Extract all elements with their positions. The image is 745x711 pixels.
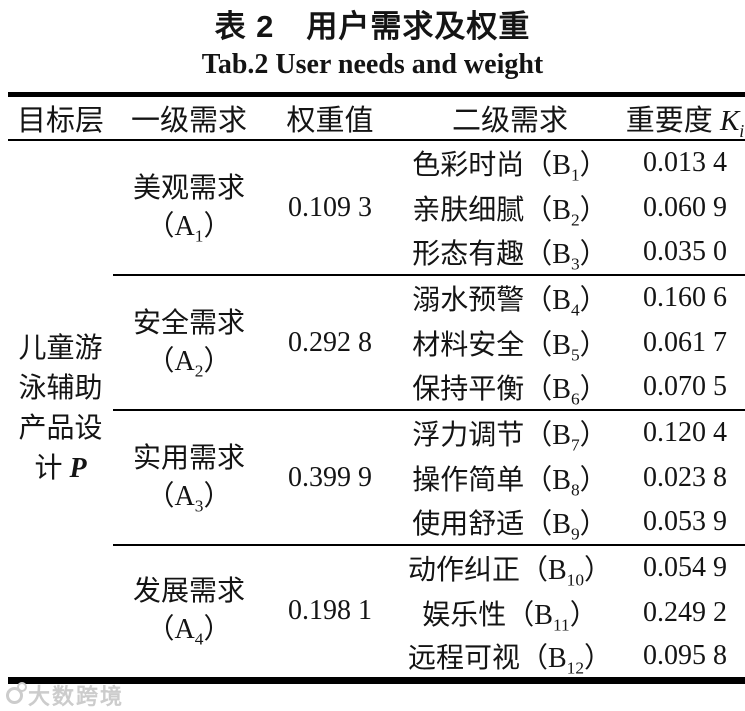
table-title-en: Tab.2 User needs and weight [201,49,544,80]
second-level-cell: 溺水预警（B4） [395,274,625,320]
table-row: 儿童游 泳辅助 产品设 计 P 美观需求 （A1） 0.109 3 色彩时尚（B… [8,140,745,484]
importance-value-cell: 0.061 7 [643,326,727,358]
importance-value-cell: 0.053 9 [643,506,727,537]
second-level-cell: 浮力调节（B7） [395,409,625,455]
importance-value-cell: 0.060 9 [643,191,727,223]
table-row: 材料安全（B5） 0.061 7 [8,320,745,365]
importance-value-cell: 0.095 8 [643,639,727,671]
header-importance: 重要度 Ki [625,94,745,141]
header-first-level: 一级需求 [113,94,265,141]
second-level-cell: 使用舒适（B9） [412,509,608,544]
first-level-cell: 安全需求 （A2） [113,274,265,410]
importance-value-cell: 0.023 8 [643,461,727,493]
importance-value-cell: 0.070 5 [643,371,727,402]
table-row: 保持平衡（B6） 0.070 5 [8,365,745,410]
table-row: 发展需求 （A4） 0.198 1 动作纠正（B10） 0.054 9 [8,544,745,680]
first-level-cell: 美观需求 （A1） [132,172,245,246]
first-level-cell: 实用需求 （A3） [113,409,265,545]
header-second-level: 二级需求 [395,94,625,141]
weight-cell: 0.198 1 [265,544,395,680]
first-level-cell: 发展需求 （A4） [113,544,265,680]
importance-value-cell: 0.120 4 [625,409,745,455]
second-level-cell: 材料安全（B5） [412,329,608,365]
watermark: 大数跨境 [6,679,124,711]
header-row: 目标层 一级需求 权重值 二级需求 重要度 Ki [8,94,745,141]
second-level-cell: 操作简单（B8） [412,464,608,500]
table-row: 远程可视（B12） 0.095 8 [8,635,745,680]
weight-cell: 0.399 9 [265,409,395,545]
second-level-cell: 色彩时尚（B1） [412,150,608,185]
table-row: 实用需求 （A3） 0.399 9 浮力调节（B7） 0.120 4 [8,409,745,545]
target-layer-cell: 儿童游 泳辅助 产品设 计 P [18,332,103,484]
table-title-zh: 表 2 用户需求及权重 [214,9,531,44]
table-row: 娱乐性（B11） 0.249 2 [8,590,745,635]
table-row: 形态有趣（B3） 0.035 0 [8,230,745,275]
second-level-cell: 亲肤细腻（B2） [412,194,608,230]
table-row: 亲肤细腻（B2） 0.060 9 [8,185,745,230]
table-row: 安全需求 （A2） 0.292 8 溺水预警（B4） 0.160 6 [8,274,745,410]
second-level-cell: 娱乐性（B11） [422,599,598,635]
needs-weight-table: 目标层 一级需求 权重值 二级需求 重要度 Ki 儿童游 泳辅助 产品设 计 P… [8,92,745,684]
second-level-cell: 动作纠正（B10） [395,544,625,590]
importance-value-cell: 0.013 4 [643,147,727,178]
brand-logo-icon [6,681,27,704]
header-target-layer: 目标层 [8,94,113,141]
weight-cell: 0.292 8 [265,274,395,410]
second-level-cell: 形态有趣（B3） [412,239,608,274]
table-row: 使用舒适（B9） 0.053 9 [8,500,745,545]
second-level-cell: 远程可视（B12） [407,642,613,678]
header-weight: 权重值 [265,94,395,141]
importance-value-cell: 0.160 6 [625,274,745,320]
importance-value-cell: 0.249 2 [643,596,727,628]
watermark-text: 大数跨境 [28,684,125,709]
importance-value-cell: 0.054 9 [625,544,745,590]
second-level-cell: 保持平衡（B6） [412,374,608,409]
weight-cell: 0.109 3 [288,191,372,223]
table-row: 操作简单（B8） 0.023 8 [8,455,745,500]
importance-value-cell: 0.035 0 [643,236,727,267]
